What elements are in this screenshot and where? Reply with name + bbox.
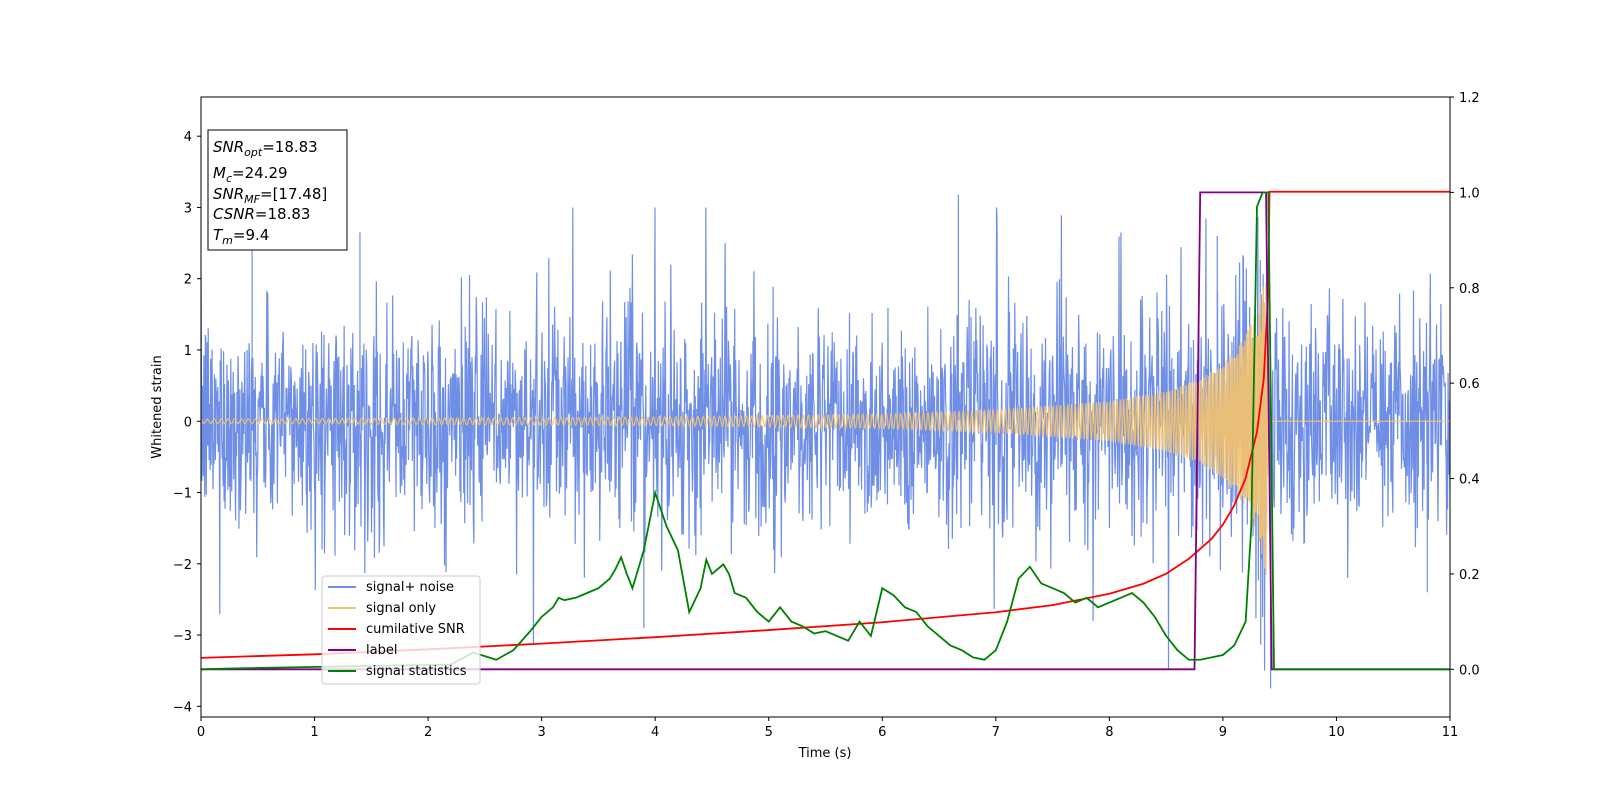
y-left-tick-label: −2	[173, 558, 192, 573]
y-right-tick-label: 0.8	[1459, 282, 1480, 297]
x-axis-label: Time (s)	[798, 746, 852, 761]
info-line-csnr: CSNR=18.83	[213, 205, 310, 223]
series-signal-statistics	[201, 191, 1450, 671]
x-tick-label: 7	[992, 725, 1000, 740]
legend-label-signal-only: signal only	[366, 601, 436, 616]
x-tick-label: 5	[765, 725, 773, 740]
y-left-tick-label: −1	[173, 487, 192, 502]
info-line-snr-mf: SNRMF=[17.48]	[213, 185, 327, 206]
y-left-tick-label: 1	[184, 344, 192, 359]
x-tick-label: 3	[537, 725, 545, 740]
legend-frame	[321, 575, 481, 685]
y-left-tick-label: 2	[184, 273, 192, 288]
legend-label-label: label	[366, 643, 397, 658]
y-right-tick-label: 0.0	[1459, 663, 1480, 678]
y-right-tick-label: 0.4	[1459, 473, 1480, 488]
y-right-tick-label: 0.6	[1459, 377, 1480, 392]
info-line-tm: Tm=9.4	[213, 226, 269, 247]
x-tick-label: 11	[1442, 725, 1459, 740]
x-tick-label: 9	[1219, 725, 1227, 740]
series-signal-only	[201, 282, 1450, 576]
legend-label-signal-statistics: signal statistics	[366, 664, 467, 679]
info-box-frame	[207, 129, 348, 251]
y-left-tick-label: 4	[184, 130, 192, 145]
y-left-tick-label: 3	[184, 201, 192, 216]
y-left-tick-label: −3	[173, 629, 192, 644]
info-line-snr-opt: SNRopt=18.83	[213, 138, 318, 159]
y-left-tick-label: −4	[173, 700, 192, 715]
info-box: SNRopt=18.83 Mc=24.29 SNRMF=[17.48] CSNR…	[207, 129, 348, 251]
y-left-tick-label: 0	[184, 415, 192, 430]
axes-layer: 0 1 2 3 4 5 6 7 8 9 10 1143210−1−2−3−41.21.00.80.60…	[173, 91, 1480, 740]
y-right-tick-label: 0.2	[1459, 568, 1480, 583]
series-layer	[201, 190, 1450, 689]
plot-frame	[200, 96, 1451, 718]
legend-label-cumulative-snr: cumilative SNR	[366, 622, 465, 637]
x-tick-label: 6	[878, 725, 886, 740]
x-tick-label: 1	[310, 725, 318, 740]
y-right-tick-label: 1.0	[1459, 186, 1480, 201]
series-cumulative-snr	[201, 190, 1450, 659]
legend: signal+ noise signal only cumilative SNR…	[321, 575, 481, 685]
x-tick-label: 8	[1105, 725, 1113, 740]
y-right-tick-label: 1.2	[1459, 91, 1480, 106]
info-line-mc: Mc=24.29	[213, 164, 288, 185]
legend-label-signal-noise: signal+ noise	[366, 580, 454, 595]
x-tick-label: 4	[651, 725, 659, 740]
y-axis-label: Whitened strain	[150, 355, 165, 458]
x-tick-label: 2	[424, 725, 432, 740]
x-tick-label: 0	[197, 725, 205, 740]
x-tick-label: 10	[1328, 725, 1345, 740]
